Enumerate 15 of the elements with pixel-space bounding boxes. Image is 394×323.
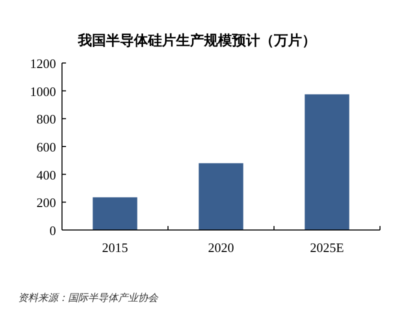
- bar: [92, 197, 138, 230]
- x-tick-label: 2025E: [310, 240, 344, 255]
- bar: [304, 94, 350, 230]
- y-tick-label: 0: [50, 223, 56, 238]
- y-tick-label: 400: [36, 167, 56, 182]
- y-tick-label: 1200: [30, 56, 56, 71]
- bar: [198, 163, 244, 230]
- y-tick-label: 800: [36, 112, 56, 127]
- x-tick-label: 2020: [208, 240, 234, 255]
- chart-title: 我国半导体硅片生产规模预计（万片）: [77, 32, 316, 49]
- y-tick-label: 1000: [30, 84, 56, 99]
- x-tick-label: 2015: [102, 240, 128, 255]
- text: 资料来源：国际半导体产业协会: [18, 292, 159, 304]
- y-tick-label: 600: [36, 140, 56, 154]
- y-tick-label: 200: [36, 195, 56, 210]
